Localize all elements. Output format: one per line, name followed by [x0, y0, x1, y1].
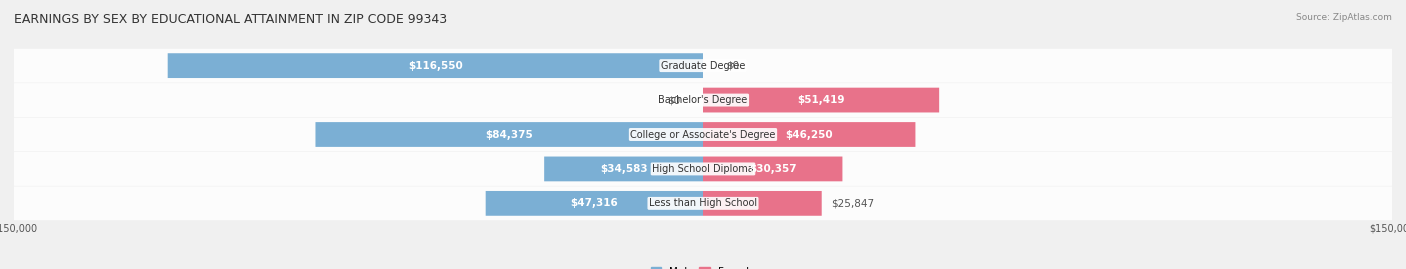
- Text: $0: $0: [666, 95, 681, 105]
- FancyBboxPatch shape: [315, 122, 703, 147]
- FancyBboxPatch shape: [544, 157, 703, 181]
- Text: $46,250: $46,250: [786, 129, 832, 140]
- Legend: Male, Female: Male, Female: [647, 263, 759, 269]
- Text: EARNINGS BY SEX BY EDUCATIONAL ATTAINMENT IN ZIP CODE 99343: EARNINGS BY SEX BY EDUCATIONAL ATTAINMEN…: [14, 13, 447, 26]
- Text: $84,375: $84,375: [485, 129, 533, 140]
- Text: College or Associate's Degree: College or Associate's Degree: [630, 129, 776, 140]
- Text: $116,550: $116,550: [408, 61, 463, 71]
- Text: Less than High School: Less than High School: [650, 198, 756, 208]
- Text: $0: $0: [725, 61, 740, 71]
- Text: Graduate Degree: Graduate Degree: [661, 61, 745, 71]
- Text: $25,847: $25,847: [831, 198, 875, 208]
- FancyBboxPatch shape: [703, 122, 915, 147]
- Text: $47,316: $47,316: [571, 198, 619, 208]
- FancyBboxPatch shape: [167, 53, 703, 78]
- FancyBboxPatch shape: [485, 191, 703, 216]
- Text: $51,419: $51,419: [797, 95, 845, 105]
- FancyBboxPatch shape: [14, 83, 1392, 117]
- Text: $30,357: $30,357: [749, 164, 797, 174]
- Text: High School Diploma: High School Diploma: [652, 164, 754, 174]
- FancyBboxPatch shape: [703, 157, 842, 181]
- FancyBboxPatch shape: [14, 186, 1392, 220]
- Text: $34,583: $34,583: [600, 164, 647, 174]
- FancyBboxPatch shape: [14, 118, 1392, 151]
- FancyBboxPatch shape: [14, 49, 1392, 83]
- Text: Bachelor's Degree: Bachelor's Degree: [658, 95, 748, 105]
- FancyBboxPatch shape: [703, 88, 939, 112]
- FancyBboxPatch shape: [14, 152, 1392, 186]
- FancyBboxPatch shape: [703, 191, 821, 216]
- Text: Source: ZipAtlas.com: Source: ZipAtlas.com: [1296, 13, 1392, 22]
